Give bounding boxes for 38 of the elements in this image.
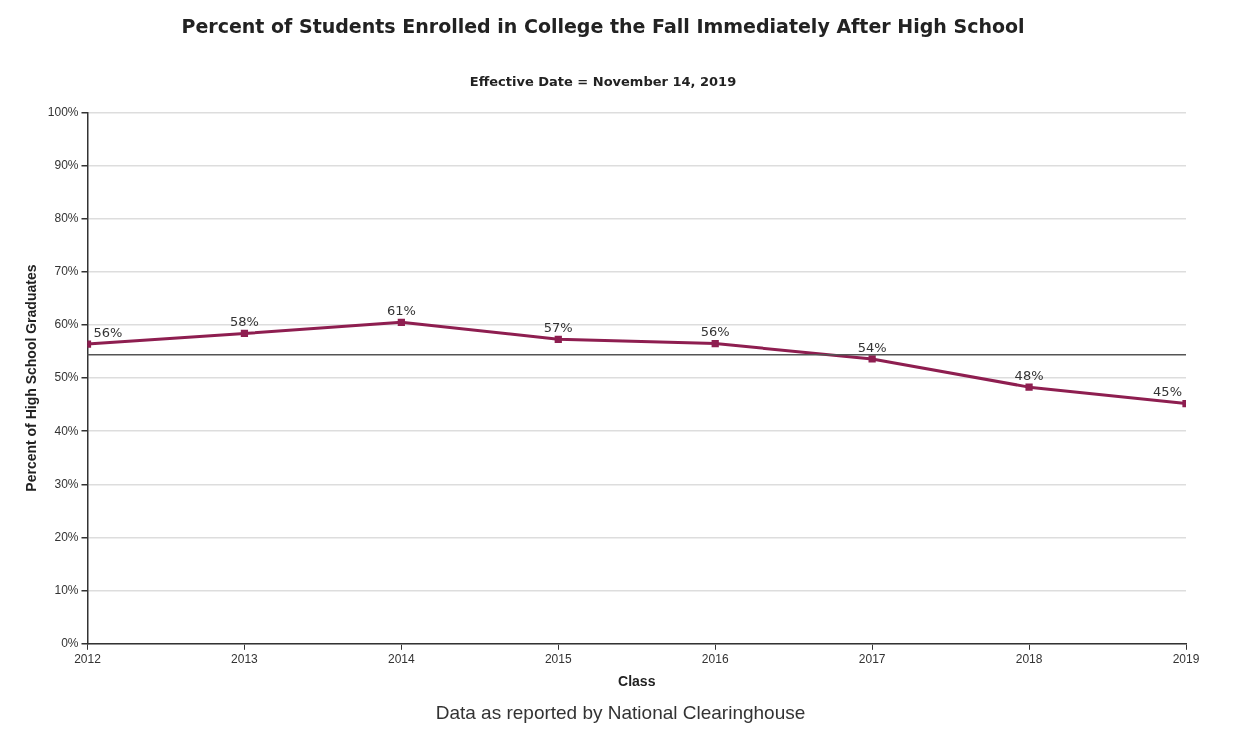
point — [397, 318, 405, 326]
point — [1025, 383, 1033, 391]
y-tick-label: 30% — [54, 476, 79, 491]
y-tick-label: 90% — [54, 157, 79, 172]
data-label: 54% — [857, 339, 887, 355]
data-label: 56% — [700, 324, 730, 340]
x-axis-title: Class — [618, 673, 656, 690]
data-label: 61% — [386, 303, 416, 319]
x-tick-label: 2016 — [701, 652, 729, 667]
chart-subtitle: Effective Date = November 14, 2019 — [469, 73, 737, 89]
x-tick-label: 2015 — [544, 652, 572, 667]
chart-title: Percent of Students Enrolled in College the Fall Immediately After High School — [181, 15, 1025, 38]
data-label: 48% — [1014, 368, 1044, 384]
y-tick-label: 50% — [54, 370, 79, 385]
data-label: 45% — [1153, 384, 1182, 400]
x-tick-label: 2017 — [858, 652, 886, 667]
text: Data as reported by National Clearinghouse — [434, 702, 807, 724]
y-tick-label: 0% — [61, 636, 79, 651]
point — [554, 335, 562, 343]
x-tick-label: 2012 — [74, 652, 102, 667]
point — [711, 339, 719, 348]
x-tick-label: 2014 — [388, 652, 416, 667]
y-tick-label: 60% — [54, 317, 79, 332]
y-tick-label: 40% — [54, 423, 79, 438]
x-tick-label: 2018 — [1015, 652, 1043, 667]
point — [240, 329, 249, 338]
y-axis-title: Percent of High School Graduates — [23, 264, 40, 492]
y-tick-label: 20% — [54, 529, 79, 544]
y-tick-label: 70% — [54, 264, 79, 279]
point — [868, 355, 876, 363]
data-label: 57% — [543, 320, 573, 336]
x-tick-label: 2013 — [231, 652, 259, 667]
data-label: 58% — [229, 314, 259, 330]
x-tick-label: 2019 — [1172, 652, 1200, 667]
data-label: 56% — [93, 324, 123, 340]
y-tick-label: 80% — [54, 210, 79, 225]
y-tick-label: 10% — [54, 582, 79, 597]
y-tick-label: 100% — [47, 104, 79, 119]
